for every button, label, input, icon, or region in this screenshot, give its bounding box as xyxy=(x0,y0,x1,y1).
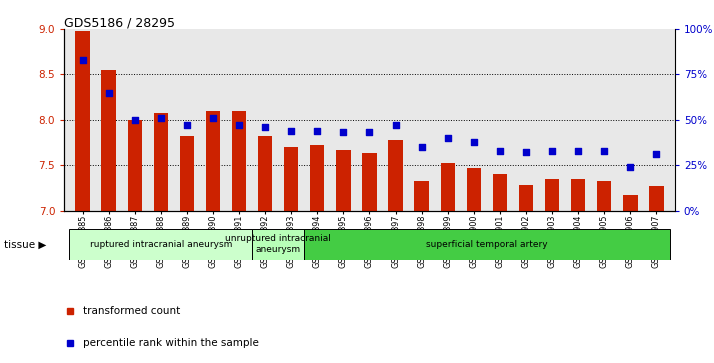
Text: tissue ▶: tissue ▶ xyxy=(4,239,46,249)
Bar xyxy=(284,147,298,211)
Bar xyxy=(154,113,168,211)
Text: ruptured intracranial aneurysm: ruptured intracranial aneurysm xyxy=(89,240,232,249)
Point xyxy=(442,135,453,141)
Bar xyxy=(519,185,533,211)
Point xyxy=(338,130,349,135)
Point xyxy=(103,90,114,95)
Bar xyxy=(649,186,663,211)
Bar xyxy=(76,31,90,211)
Point xyxy=(650,151,662,157)
Point xyxy=(155,115,166,121)
Point xyxy=(598,148,610,154)
Point xyxy=(468,139,480,144)
Point xyxy=(625,164,636,170)
Bar xyxy=(571,179,585,211)
Text: transformed count: transformed count xyxy=(83,306,180,316)
Bar xyxy=(336,150,351,211)
Point xyxy=(363,130,376,135)
Bar xyxy=(388,140,403,211)
Point xyxy=(259,124,271,130)
Bar xyxy=(101,70,116,211)
Bar xyxy=(310,145,324,211)
Point xyxy=(573,148,584,154)
Point xyxy=(181,122,193,128)
Bar xyxy=(441,163,455,211)
Text: unruptured intracranial
aneurysm: unruptured intracranial aneurysm xyxy=(225,234,331,254)
Bar xyxy=(258,136,272,211)
Bar xyxy=(545,179,559,211)
Point xyxy=(311,128,323,134)
Point xyxy=(207,115,218,121)
Point xyxy=(416,144,428,150)
Text: GDS5186 / 28295: GDS5186 / 28295 xyxy=(64,16,175,29)
FancyBboxPatch shape xyxy=(69,229,252,260)
Bar xyxy=(232,111,246,211)
Bar xyxy=(467,168,481,211)
Bar xyxy=(362,153,377,211)
Point xyxy=(233,122,245,128)
Point xyxy=(77,57,89,63)
Point xyxy=(521,150,532,155)
Bar xyxy=(128,120,142,211)
Bar xyxy=(180,136,194,211)
Bar xyxy=(597,180,611,211)
Text: superficial temporal artery: superficial temporal artery xyxy=(426,240,548,249)
Point xyxy=(129,117,141,123)
Text: percentile rank within the sample: percentile rank within the sample xyxy=(83,338,258,348)
Bar xyxy=(623,195,638,211)
Point xyxy=(546,148,558,154)
Bar xyxy=(415,180,429,211)
FancyBboxPatch shape xyxy=(304,229,670,260)
Point xyxy=(286,128,297,134)
FancyBboxPatch shape xyxy=(252,229,304,260)
Bar xyxy=(206,111,220,211)
Point xyxy=(494,148,506,154)
Bar xyxy=(493,174,507,211)
Point xyxy=(390,122,401,128)
